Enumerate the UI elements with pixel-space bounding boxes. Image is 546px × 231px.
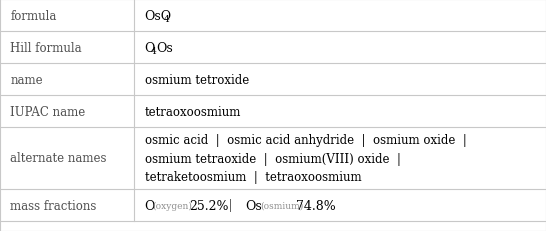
Text: tetraketoosmium  |  tetraoxoosmium: tetraketoosmium | tetraoxoosmium xyxy=(145,170,361,183)
Text: name: name xyxy=(10,73,43,86)
Text: tetraoxoosmium: tetraoxoosmium xyxy=(145,105,241,118)
Text: Os: Os xyxy=(245,199,262,212)
Text: formula: formula xyxy=(10,9,57,22)
Text: Os: Os xyxy=(157,41,173,54)
Text: IUPAC name: IUPAC name xyxy=(10,105,85,118)
Text: |: | xyxy=(221,199,240,212)
Text: alternate names: alternate names xyxy=(10,152,106,165)
Text: osmic acid  |  osmic acid anhydride  |  osmium oxide  |: osmic acid | osmic acid anhydride | osmi… xyxy=(145,133,466,146)
Text: 74.8%: 74.8% xyxy=(296,199,336,212)
Text: O: O xyxy=(145,41,155,54)
Text: OsO: OsO xyxy=(145,9,172,22)
Text: O: O xyxy=(145,199,155,212)
Text: osmium tetroxide: osmium tetroxide xyxy=(145,73,249,86)
Text: 4: 4 xyxy=(164,15,169,24)
Text: (oxygen): (oxygen) xyxy=(152,201,192,210)
Text: mass fractions: mass fractions xyxy=(10,199,97,212)
Text: (osmium): (osmium) xyxy=(260,201,303,210)
Text: osmium tetraoxide  |  osmium(VIII) oxide  |: osmium tetraoxide | osmium(VIII) oxide | xyxy=(145,152,401,165)
Text: Hill formula: Hill formula xyxy=(10,41,82,54)
Text: 25.2%: 25.2% xyxy=(189,199,228,212)
Text: 4: 4 xyxy=(151,47,157,56)
